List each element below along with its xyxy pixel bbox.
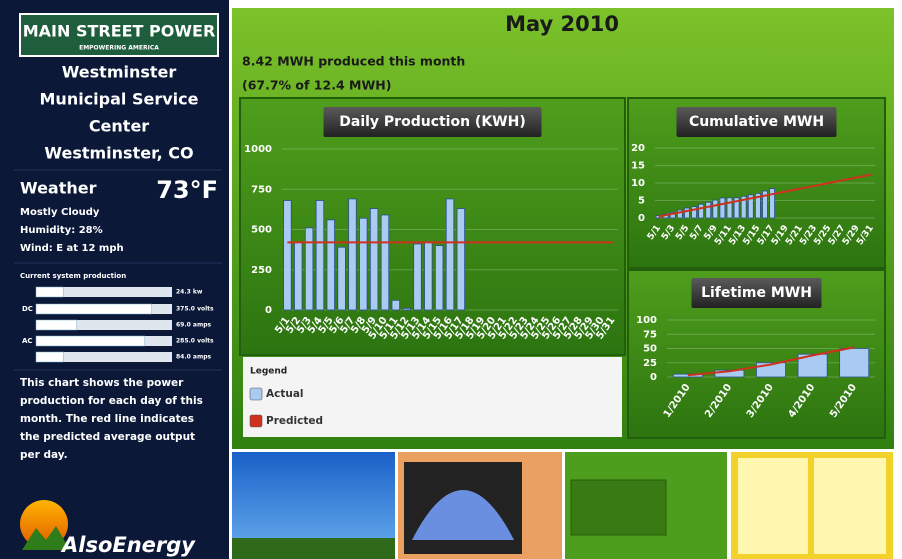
y-tick-label: 75 [643, 329, 657, 340]
description-line: This chart shows the power [20, 377, 184, 389]
bar [294, 242, 302, 310]
y-tick-label: 500 [251, 225, 272, 236]
bar [713, 200, 718, 218]
bar [284, 201, 292, 310]
bar [446, 199, 454, 310]
legend-label: Actual [266, 388, 304, 400]
bar [699, 204, 704, 218]
thumbnail-ground [232, 538, 395, 559]
legend-label: Predicted [266, 415, 323, 427]
y-tick-label: 50 [643, 344, 657, 355]
bar [435, 246, 443, 310]
bar [706, 202, 711, 218]
bar [381, 215, 389, 310]
description-line: the predicted average output [20, 431, 195, 443]
bar [720, 198, 725, 218]
bar [392, 300, 400, 310]
gauge-label: 84.0 amps [176, 354, 211, 361]
bar [349, 199, 357, 310]
thumbnail-card [738, 458, 808, 554]
gauge-fill [36, 320, 77, 330]
y-tick-label: 0 [638, 213, 645, 224]
weather-conditions: Mostly Cloudy [20, 207, 100, 218]
bar [316, 201, 324, 310]
bar [840, 349, 869, 378]
legend-swatch [250, 388, 262, 400]
group-label: DC [22, 305, 33, 313]
legend-swatch [250, 415, 262, 427]
y-tick-label: 25 [643, 358, 657, 369]
bar [327, 220, 335, 310]
location-line: Center [89, 117, 149, 136]
thumbnail-chart [571, 480, 666, 535]
bar [425, 242, 433, 310]
location-line: Municipal Service [40, 90, 199, 109]
bar [370, 209, 378, 310]
y-tick-label: 250 [251, 265, 272, 276]
weather-title: Weather [20, 179, 97, 198]
chart-title: Lifetime MWH [701, 285, 812, 301]
bar [305, 228, 313, 310]
gauge-label: 285.0 volts [176, 338, 214, 345]
produced: 8.42 MWH produced this month [242, 54, 465, 69]
bar [359, 218, 367, 310]
bar [727, 198, 732, 218]
group-label: AC [22, 337, 33, 345]
page-title: May 2010 [505, 12, 619, 36]
y-tick-label: 20 [631, 143, 645, 154]
location-line: Westminster [62, 63, 177, 82]
y-tick-label: 0 [265, 305, 272, 316]
bar [414, 244, 422, 310]
description-line: per day. [20, 449, 68, 461]
weather-humidity: Humidity: 28% [20, 225, 103, 236]
description-line: month. The red line indicates [20, 413, 194, 425]
weather-wind: Wind: E at 12 mph [20, 243, 124, 254]
gauge-fill [36, 287, 63, 297]
brand: AlsoEnergy [60, 533, 196, 557]
chart-title: Cumulative MWH [689, 114, 824, 130]
y-tick-label: 5 [638, 196, 645, 207]
gauge-label: 69.0 amps [176, 322, 211, 329]
bar [457, 209, 465, 310]
bar [684, 208, 689, 218]
temperature: 73°F [156, 176, 218, 204]
logo: MAIN STREET POWER [23, 22, 216, 41]
description-line: production for each day of this [20, 395, 203, 407]
y-tick-label: 0 [650, 372, 657, 383]
bar [338, 247, 346, 310]
location-line: Westminster, CO [44, 144, 193, 163]
gauge-label: 24.3 kw [176, 289, 203, 296]
y-tick-label: 750 [251, 184, 272, 195]
dashboard: MAIN STREET POWER EMPOWERING AMERICA Westm… [0, 0, 902, 559]
y-tick-label: 10 [631, 178, 645, 189]
gauge-fill [36, 352, 63, 362]
bar [403, 308, 411, 310]
chart-title: Daily Production (KWH) [339, 114, 526, 130]
production-title: Current system production [20, 272, 126, 280]
y-tick-label: 100 [636, 315, 657, 326]
y-tick-label: 1000 [244, 144, 272, 155]
gauge-label: 375.0 volts [176, 306, 214, 313]
gauge-fill [36, 336, 145, 346]
logo-tagline: EMPOWERING AMERICA [79, 45, 159, 52]
legend-title: Legend [250, 367, 287, 377]
y-tick-label: 15 [631, 161, 645, 172]
percent: (67.7% of 12.4 MWH) [242, 78, 391, 93]
gauge-fill [36, 304, 152, 314]
thumbnail-card [814, 458, 886, 554]
